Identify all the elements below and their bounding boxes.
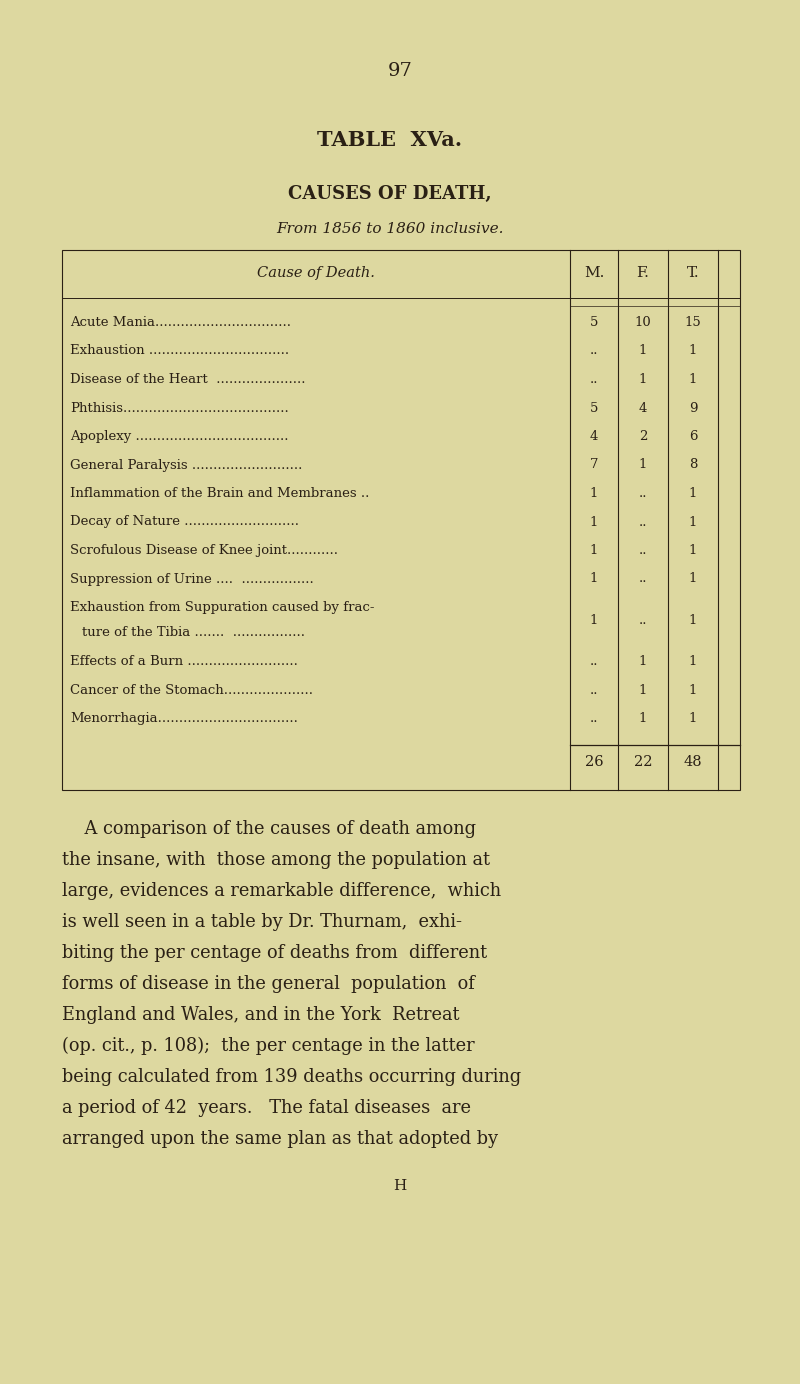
Text: Cancer of the Stomach.....................: Cancer of the Stomach...................… [70,684,313,696]
Text: ..: .. [638,573,647,585]
Text: large, evidences a remarkable difference,  which: large, evidences a remarkable difference… [62,882,501,900]
Text: Suppression of Urine ....  .................: Suppression of Urine .... ..............… [70,573,314,585]
Text: 1: 1 [689,544,697,556]
Text: forms of disease in the general  population  of: forms of disease in the general populati… [62,974,475,992]
Text: CAUSES OF DEATH,: CAUSES OF DEATH, [288,185,492,203]
Text: 1: 1 [590,573,598,585]
Text: 1: 1 [689,374,697,386]
Text: England and Wales, and in the York  Retreat: England and Wales, and in the York Retre… [62,1006,459,1024]
Text: 5: 5 [590,316,598,329]
Text: 26: 26 [585,754,603,768]
Text: 1: 1 [689,713,697,725]
Text: the insane, with  those among the population at: the insane, with those among the populat… [62,851,490,869]
Text: 1: 1 [590,515,598,529]
Text: is well seen in a table by Dr. Thurnam,  exhi-: is well seen in a table by Dr. Thurnam, … [62,913,462,931]
Text: ..: .. [590,713,598,725]
Bar [62,251,740,790]
Text: 6: 6 [689,430,698,443]
Text: 1: 1 [689,487,697,500]
Text: 48: 48 [684,754,702,768]
Text: 1: 1 [689,655,697,668]
Text: General Paralysis ..........................: General Paralysis ......................… [70,458,302,472]
Text: a period of 42  years.   The fatal diseases  are: a period of 42 years. The fatal diseases… [62,1099,471,1117]
Text: Menorrhagia.................................: Menorrhagia.............................… [70,713,298,725]
Text: ..: .. [638,515,647,529]
Text: 4: 4 [639,401,647,414]
Text: 1: 1 [590,544,598,556]
Text: 5: 5 [590,401,598,414]
Text: Exhaustion from Suppuration caused by frac-: Exhaustion from Suppuration caused by fr… [70,601,374,614]
Text: ..: .. [638,487,647,500]
Text: Phthisis.......................................: Phthisis................................… [70,401,289,414]
Text: biting the per centage of deaths from  different: biting the per centage of deaths from di… [62,944,487,962]
Text: 15: 15 [685,316,702,329]
Text: Exhaustion .................................: Exhaustion .............................… [70,345,289,357]
Text: 1: 1 [689,573,697,585]
Text: Disease of the Heart  .....................: Disease of the Heart ...................… [70,374,306,386]
Text: (op. cit., p. 108);  the per centage in the latter: (op. cit., p. 108); the per centage in t… [62,1037,474,1055]
Text: being calculated from 139 deaths occurring during: being calculated from 139 deaths occurri… [62,1068,521,1086]
Text: arranged upon the same plan as that adopted by: arranged upon the same plan as that adop… [62,1129,498,1147]
Text: ..: .. [638,544,647,556]
Text: 1: 1 [639,684,647,696]
Text: 1: 1 [689,613,697,627]
Text: Decay of Nature ...........................: Decay of Nature ........................… [70,515,299,529]
Text: 1: 1 [689,345,697,357]
Text: 4: 4 [590,430,598,443]
Text: 1: 1 [639,713,647,725]
Text: 97: 97 [387,62,413,80]
Text: M.: M. [584,266,604,280]
Text: 22: 22 [634,754,652,768]
Text: 7: 7 [590,458,598,472]
Text: Scrofulous Disease of Knee joint............: Scrofulous Disease of Knee joint........… [70,544,338,556]
Text: 8: 8 [689,458,697,472]
Text: TABLE  XVa.: TABLE XVa. [318,130,462,149]
Text: 1: 1 [639,458,647,472]
Text: ..: .. [590,345,598,357]
Text: ..: .. [590,655,598,668]
Text: Cause of Death.: Cause of Death. [257,266,375,280]
Text: Acute Mania................................: Acute Mania.............................… [70,316,291,329]
Text: 2: 2 [639,430,647,443]
Text: A comparison of the causes of death among: A comparison of the causes of death amon… [62,819,476,837]
Text: ..: .. [638,613,647,627]
Text: T.: T. [686,266,699,280]
Text: 9: 9 [689,401,698,414]
Text: 1: 1 [639,655,647,668]
Text: From 1856 to 1860 inclusive.: From 1856 to 1860 inclusive. [276,221,504,237]
Text: 1: 1 [689,684,697,696]
Text: Effects of a Burn ..........................: Effects of a Burn ......................… [70,655,298,668]
Text: 1: 1 [689,515,697,529]
Text: 1: 1 [639,345,647,357]
Text: 1: 1 [590,487,598,500]
Text: Inflammation of the Brain and Membranes ..: Inflammation of the Brain and Membranes … [70,487,370,500]
Text: Apoplexy ....................................: Apoplexy ...............................… [70,430,289,443]
Text: 1: 1 [639,374,647,386]
Text: 1: 1 [590,613,598,627]
Text: 10: 10 [634,316,651,329]
Text: ture of the Tibia .......  .................: ture of the Tibia ....... ..............… [82,626,305,639]
Text: H: H [394,1179,406,1193]
Text: ..: .. [590,374,598,386]
Text: ..: .. [590,684,598,696]
Text: F.: F. [637,266,650,280]
